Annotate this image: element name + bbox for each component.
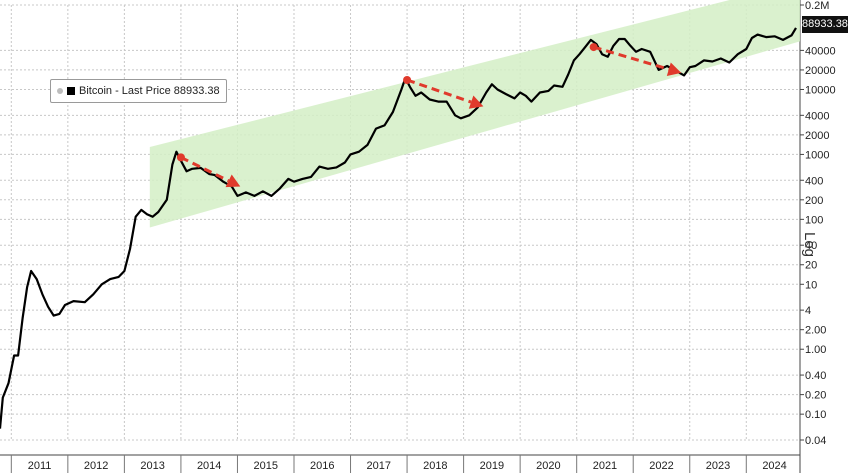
y-tick-label: 0.20 — [805, 390, 826, 402]
y-tick-label: 10000 — [805, 84, 836, 96]
y-tick-label: 1000 — [805, 149, 829, 161]
y-tick-label: 400 — [805, 175, 823, 187]
x-tick-label: 2014 — [197, 460, 221, 472]
y-tick-label: 40000 — [805, 45, 836, 57]
x-tick-label: 2023 — [706, 460, 730, 472]
y-tick-label: 2.00 — [805, 325, 826, 337]
y-tick-label: 4000 — [805, 110, 829, 122]
legend-label: Bitcoin - Last Price 88933.38 — [79, 85, 220, 97]
y-tick-label: 0.10 — [805, 409, 826, 421]
arrow-head — [666, 62, 682, 76]
x-tick-label: 2020 — [536, 460, 560, 472]
y-tick-label: 20000 — [805, 65, 836, 77]
x-tick-label: 2019 — [480, 460, 504, 472]
x-tick-label: 2021 — [593, 460, 617, 472]
x-tick-label: 2015 — [253, 460, 277, 472]
y-tick-label: 10 — [805, 279, 817, 291]
trend-channel — [149, 0, 800, 228]
arrow-head — [225, 174, 241, 188]
y-tick-label: 20 — [805, 260, 817, 272]
last-price-badge: 88933.38 — [802, 16, 848, 33]
price-series — [0, 27, 797, 429]
legend-swatch-icon — [67, 87, 75, 95]
y-tick-label: 0.04 — [805, 435, 826, 447]
x-tick-label: 2012 — [84, 460, 108, 472]
bitcoin-price-line — [0, 27, 797, 429]
legend-dot-icon — [57, 88, 63, 94]
y-tick-label: 4 — [805, 305, 811, 317]
y-tick-label: 0.2M — [805, 0, 829, 12]
x-tick-label: 2024 — [762, 460, 786, 472]
arrow-shaft — [406, 78, 472, 104]
y-tick-label: 40 — [805, 240, 817, 252]
arrow-shaft — [593, 45, 670, 71]
y-tick-label: 100 — [805, 214, 823, 226]
x-tick-label: 2017 — [367, 460, 391, 472]
y-tick-label: 0.40 — [805, 370, 826, 382]
y-axis: 0.04 0.10 0.20 0.40 1.00 2.00 4 10 20 40 100 200 400… — [800, 0, 836, 447]
x-tick-label: 2013 — [140, 460, 164, 472]
x-tick-label: 2022 — [649, 460, 673, 472]
y-tick-label: 2000 — [805, 130, 829, 142]
log-scale-label: Log — [801, 232, 818, 258]
x-tick-label: 2016 — [310, 460, 334, 472]
y-tick-label: 1.00 — [805, 344, 826, 356]
y-tick-label: 200 — [805, 195, 823, 207]
x-axis: 2011 2012 2013 2014 2015 2016 2017 2018 2019 2020… — [10, 455, 787, 473]
arrow-shaft — [180, 156, 230, 183]
arrow-head — [468, 95, 484, 109]
x-tick-label: 2011 — [28, 460, 52, 472]
chart-legend: Bitcoin - Last Price 88933.38 — [50, 79, 227, 103]
drawdown-arrows — [176, 43, 682, 188]
trend-channel-band — [149, 0, 800, 228]
x-tick-label: 2018 — [423, 460, 447, 472]
